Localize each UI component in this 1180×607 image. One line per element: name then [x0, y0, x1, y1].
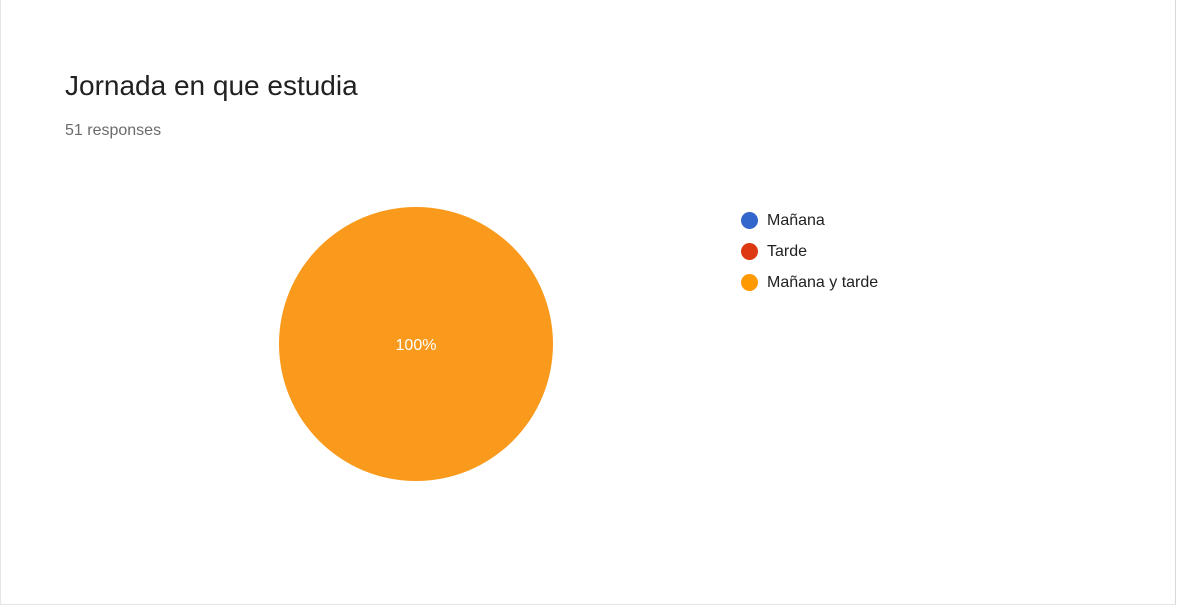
- pie-slices: [279, 207, 553, 481]
- legend-swatch-manana-y-tarde: [741, 274, 758, 291]
- legend-swatch-manana: [741, 212, 758, 229]
- legend-item-tarde[interactable]: Tarde: [741, 236, 878, 267]
- legend-label-tarde: Tarde: [767, 242, 808, 260]
- pie-data-labels: 100%: [396, 337, 437, 354]
- legend-label-manana: Mañana: [767, 211, 825, 229]
- legend-item-manana[interactable]: Mañana: [741, 205, 878, 236]
- legend-label-manana-y-tarde: Mañana y tarde: [767, 273, 879, 291]
- chart-title: Jornada en que estudia: [65, 70, 358, 101]
- pie-data-label-manana-y-tarde: 100%: [396, 337, 437, 354]
- response-count: 51 responses: [65, 122, 162, 139]
- pie-slice-manana-y-tarde[interactable]: [279, 207, 553, 481]
- legend-item-manana-y-tarde[interactable]: Mañana y tarde: [741, 267, 878, 298]
- chart-legend: Mañana Tarde Mañana y tarde: [741, 205, 878, 298]
- legend-swatch-tarde: [741, 243, 758, 260]
